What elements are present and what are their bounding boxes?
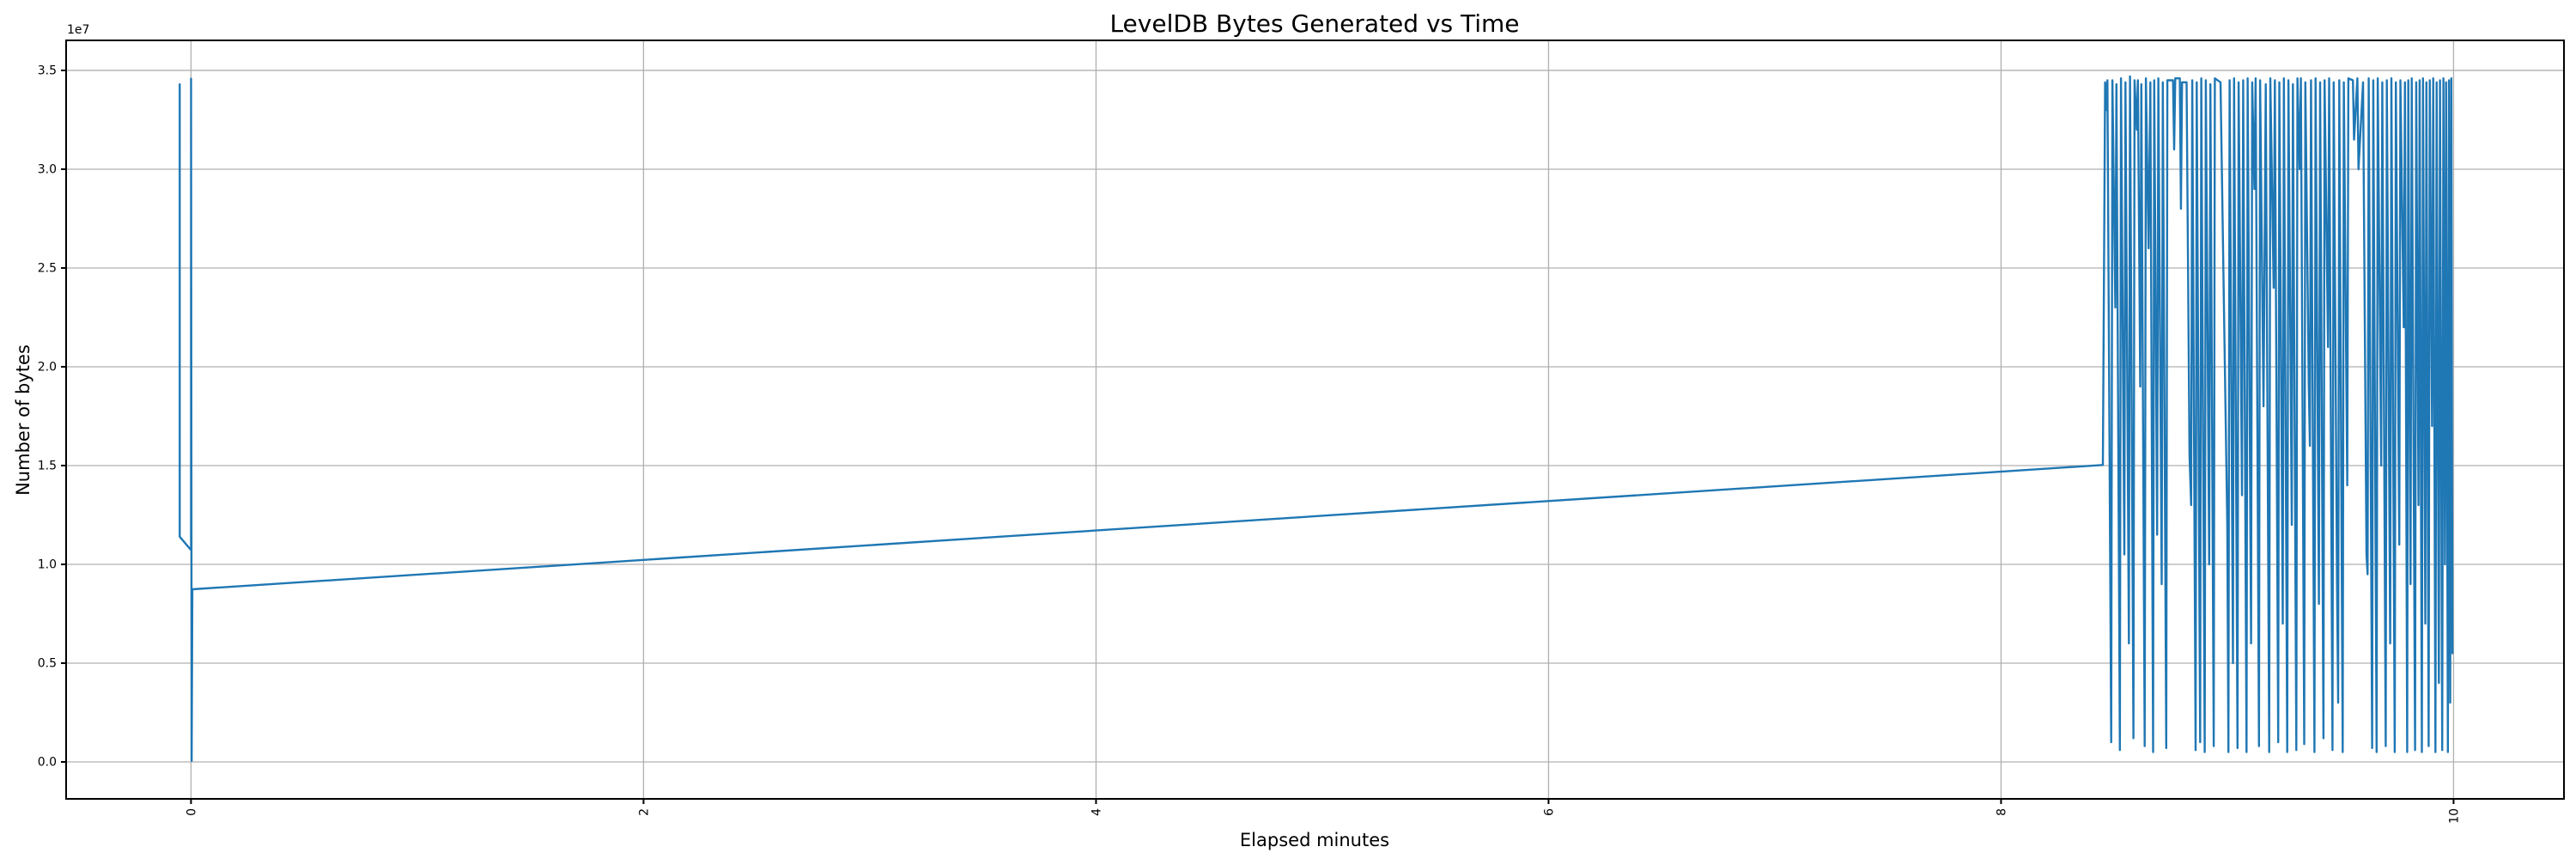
y-tick-label: 1.5 (38, 459, 57, 472)
x-tick-label: 10 (2447, 808, 2461, 824)
data-line (179, 76, 2452, 761)
y-tick-label: 2.5 (38, 261, 57, 275)
x-tick-label: 8 (1995, 808, 2008, 816)
x-tick-label: 4 (1090, 808, 1103, 816)
y-tick-label: 0.0 (38, 755, 57, 769)
y-axis-offset-text: 1e7 (67, 23, 89, 37)
x-tick-label: 0 (185, 808, 198, 816)
y-axis-label: Number of bytes (13, 344, 33, 496)
y-tick-label: 3.5 (38, 64, 57, 77)
x-axis-label: Elapsed minutes (1240, 830, 1389, 850)
x-tick-label: 6 (1542, 808, 1556, 816)
chart-figure: 0 2 4 6 8 10 0.0 0.5 1.0 1.5 2.0 2.5 3.0 3.5 LevelDB … (0, 0, 2576, 859)
y-tick-label: 0.5 (38, 656, 57, 670)
x-tick-label: 2 (637, 808, 651, 816)
y-tick-label: 1.0 (38, 557, 57, 571)
plot-canvas: 0 2 4 6 8 10 0.0 0.5 1.0 1.5 2.0 2.5 3.0 3.5 (0, 0, 2576, 859)
y-tick-label: 3.0 (38, 162, 57, 176)
y-tick-label: 2.0 (38, 360, 57, 374)
chart-title: LevelDB Bytes Generated vs Time (1109, 9, 1519, 38)
